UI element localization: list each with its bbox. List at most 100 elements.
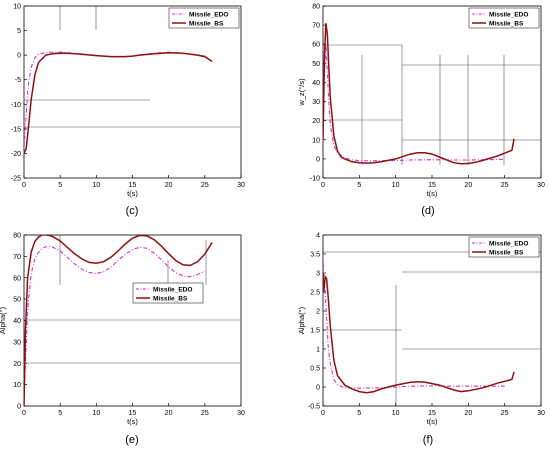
- y-tick-label: 1.5: [310, 328, 320, 335]
- y-tick-label: -10: [11, 102, 21, 109]
- y-axis-label: Alpha(°): [0, 306, 7, 334]
- x-tick-label: 0: [22, 410, 26, 417]
- y-tick-label: 30: [312, 99, 320, 106]
- x-tick-label: 30: [537, 182, 545, 189]
- y-tick-label: 2.5: [310, 290, 320, 297]
- x-tick-label: 20: [464, 410, 472, 417]
- legend-label: Missile_EDO: [489, 12, 528, 19]
- legend-label: Missile_BS: [153, 296, 188, 303]
- y-tick-label: 10: [13, 382, 21, 389]
- y-tick-label: -0.5: [308, 404, 320, 411]
- x-tick-label: 25: [201, 182, 209, 189]
- legend-box: [468, 7, 540, 29]
- x-tick-label: 10: [92, 410, 100, 417]
- axes-frame: [23, 234, 242, 407]
- legend: Missile_EDO Missile_BS: [168, 7, 240, 29]
- y-tick-label: 4: [316, 233, 320, 240]
- x-tick-label: 15: [129, 182, 137, 189]
- legend-label: Missile_EDO: [153, 287, 192, 294]
- legend-label: Missile_BS: [189, 21, 224, 28]
- x-axis-label: t(s): [127, 417, 138, 426]
- y-tick-label: 50: [13, 297, 21, 304]
- axes-frame: [23, 5, 242, 179]
- panel-letter: (c): [126, 205, 139, 217]
- legend-box: [132, 282, 204, 304]
- x-tick-label: 25: [201, 410, 209, 417]
- y-tick-label: 40: [312, 80, 320, 87]
- y-tick-label: 10: [312, 137, 320, 144]
- y-tick-label: 10: [13, 4, 21, 11]
- x-tick-label: 20: [165, 182, 173, 189]
- legend-label: Missile_EDO: [489, 241, 528, 248]
- series-line-missile-bs: [24, 235, 213, 406]
- x-tick-label: 15: [428, 182, 436, 189]
- series-line-missile-edo: [24, 245, 206, 406]
- y-tick-label: 40: [13, 318, 21, 325]
- x-tick-label: 10: [392, 410, 400, 417]
- x-tick-label: 25: [501, 182, 509, 189]
- series-line-missile-edo: [323, 44, 505, 162]
- x-tick-label: 30: [537, 410, 545, 417]
- x-tick-label: 25: [501, 410, 509, 417]
- series-line-missile-edo: [323, 253, 505, 389]
- y-tick-label: 0: [17, 404, 21, 411]
- x-axis-label: t(s): [427, 417, 438, 426]
- y-tick-label: 20: [312, 118, 320, 125]
- y-tick-label: 1: [316, 347, 320, 354]
- chart-panel-f: 0 5 10 15 20 25 30-0.500.511.522.533.54t(s)Alp…: [297, 233, 545, 427]
- x-tick-label: 30: [237, 182, 245, 189]
- x-tick-label: 5: [58, 182, 62, 189]
- legend-box: [168, 7, 240, 29]
- panel-letter: (f): [423, 434, 433, 446]
- x-tick-label: 0: [321, 410, 325, 417]
- y-tick-label: -15: [11, 126, 21, 133]
- y-tick-label: 0: [316, 156, 320, 163]
- chart-panel-e: 0 5 10 15 20 25 30 0 10 20 30 40 50 60 70 80 t(s) Alpha(°…: [0, 233, 245, 427]
- legend-label: Missile_EDO: [189, 12, 228, 19]
- y-tick-label: 50: [312, 61, 320, 68]
- y-tick-label: 60: [312, 42, 320, 49]
- legend: Missile_EDO Missile_BS: [132, 282, 204, 304]
- legend-box: [468, 236, 540, 258]
- chart-panel-d: 0 5 10 15 20 25 30-1001020304050607080t(s)w_z(…: [297, 4, 545, 199]
- y-tick-label: 3: [316, 271, 320, 278]
- series-line-missile-bs: [323, 272, 515, 394]
- x-tick-label: 10: [92, 182, 100, 189]
- x-axis-label: t(s): [427, 189, 438, 198]
- x-tick-label: 0: [321, 182, 325, 189]
- y-tick-label: -10: [310, 176, 320, 183]
- x-axis-label: t(s): [127, 189, 138, 198]
- x-tick-label: 5: [357, 410, 361, 417]
- y-tick-label: 0.5: [310, 366, 320, 373]
- legend-label: Missile_BS: [489, 250, 524, 257]
- y-tick-label: 2: [316, 309, 320, 316]
- series-line-missile-bs: [323, 23, 515, 165]
- series-line-missile-edo: [24, 51, 205, 149]
- y-tick-label: 5: [17, 28, 21, 35]
- legend-label: Missile_BS: [489, 21, 524, 28]
- x-tick-label: 15: [428, 410, 436, 417]
- y-tick-label: 20: [13, 361, 21, 368]
- y-tick-label: 3.5: [310, 252, 320, 259]
- x-tick-label: 20: [464, 182, 472, 189]
- x-tick-label: 10: [392, 182, 400, 189]
- y-tick-label: 80: [13, 233, 21, 240]
- y-tick-label: 70: [312, 23, 320, 30]
- y-tick-label: -5: [15, 77, 21, 84]
- y-tick-label: 70: [13, 254, 21, 261]
- x-tick-label: 5: [357, 182, 361, 189]
- series-line-missile-bs: [24, 51, 213, 154]
- y-tick-label: -25: [11, 176, 21, 183]
- y-axis-label: w_z(°/s): [297, 78, 306, 107]
- y-tick-label: 0: [316, 385, 320, 392]
- legend: Missile_EDO Missile_BS: [468, 236, 540, 258]
- y-axis-label: Alpha(°): [297, 306, 306, 334]
- panel-letter: (e): [125, 434, 138, 446]
- x-tick-label: 15: [129, 410, 137, 417]
- y-tick-label: 60: [13, 275, 21, 282]
- y-tick-label: 80: [312, 4, 320, 11]
- y-tick-label: 30: [13, 339, 21, 346]
- chart-panel-c: 0 5 10 15 20 25 30 -25 -20 -15 -10 -5 0 5 10 t(s) Missil…: [11, 4, 245, 199]
- x-tick-label: 20: [165, 410, 173, 417]
